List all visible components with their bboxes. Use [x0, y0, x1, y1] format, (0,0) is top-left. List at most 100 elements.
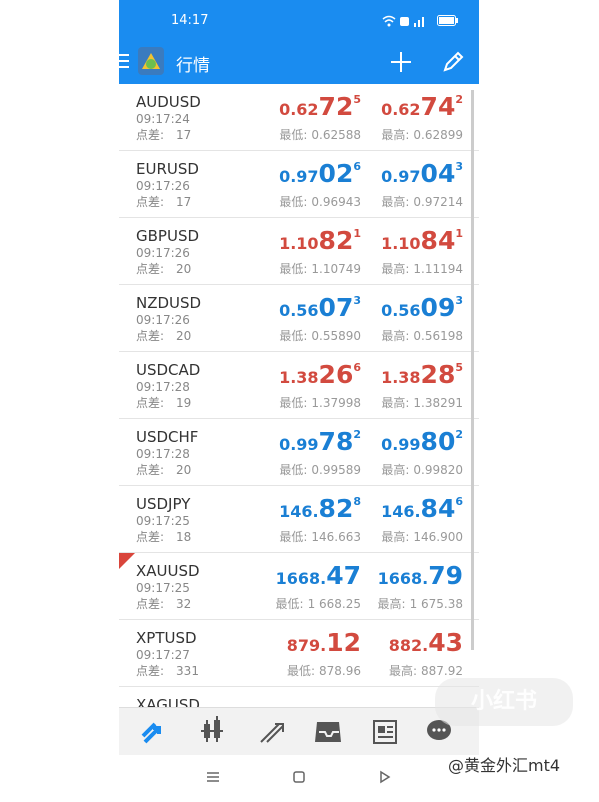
high-info: 最高: 0.62899 [381, 126, 463, 143]
low-label: 最低: [279, 262, 308, 276]
high-info: 最高: 146.900 [381, 528, 463, 545]
ask-price: 882.43 [389, 628, 463, 657]
ask-price: 1.10841 [381, 226, 463, 255]
quote-row[interactable]: USDJPY 09:17:25 点差: 18 146.828 146.846 最低: 146.… [119, 486, 479, 553]
high-info: 最高: 1.11194 [381, 260, 463, 277]
price-big: 47 [326, 561, 361, 590]
high-label: 最高: [388, 664, 417, 678]
quote-row[interactable]: USDCAD 09:17:28 点差: 19 1.38266 1.38285 最低: 1.37… [119, 352, 479, 419]
scrollbar [471, 90, 474, 650]
quote-time: 09:17:28 [136, 380, 190, 394]
quote-row[interactable]: USDCHF 09:17:28 点差: 20 0.99782 0.99802 最低: 0.99… [119, 419, 479, 486]
price-sup: 2 [455, 93, 463, 106]
low-value: 0.96943 [311, 195, 361, 209]
price-head: 0.99 [279, 435, 319, 454]
high-label: 最高: [381, 329, 410, 343]
price-sup: 6 [455, 495, 463, 508]
low-label: 最低: [279, 530, 308, 544]
high-label: 最高: [381, 262, 410, 276]
high-info: 最高: 887.92 [389, 662, 463, 679]
price-big: 82 [318, 226, 354, 255]
bid-price: 1668.47 [276, 561, 361, 590]
spread-label: 点差: [136, 664, 165, 678]
bottom-nav [119, 707, 479, 755]
low-info: 最低: 146.663 [279, 528, 361, 545]
spread-value: 32 [176, 597, 192, 611]
bid-price: 879.12 [287, 628, 361, 657]
nav-chart[interactable] [201, 716, 223, 742]
nav-history[interactable] [315, 722, 341, 742]
high-info: 最高: 1 675.38 [378, 595, 463, 612]
high-info: 最高: 0.99820 [381, 461, 463, 478]
high-info: 最高: 0.56198 [381, 327, 463, 344]
header-title: 行情 [176, 56, 210, 76]
low-value: 0.55890 [311, 329, 361, 343]
quote-time: 09:17:26 [136, 246, 190, 260]
price-sup: 6 [353, 361, 361, 374]
quote-row[interactable]: GBPUSD 09:17:26 点差: 20 1.10821 1.10841 最低: 1.10… [119, 218, 479, 285]
price-head: 0.97 [279, 167, 319, 186]
spread: 点差: 19 [136, 394, 191, 411]
quote-time: 09:17:25 [136, 581, 190, 595]
row-marker [119, 553, 135, 569]
high-value: 0.56198 [413, 329, 463, 343]
ask-price: 0.97043 [381, 159, 463, 188]
status-time: 14:17 [171, 13, 209, 28]
watermark-user: @黄金外汇mt4 [448, 756, 561, 775]
quote-row[interactable]: XPTUSD 09:17:27 点差: 331 879.12 882.43 最低: 878.9… [119, 620, 479, 687]
low-label: 最低: [275, 597, 304, 611]
quote-row[interactable]: XAUUSD 09:17:25 点差: 32 1668.47 1668.79 最低: 1 66… [119, 553, 479, 620]
high-value: 1 675.38 [409, 597, 463, 611]
system-nav-icons [207, 770, 391, 784]
price-big: 84 [420, 226, 456, 255]
high-label: 最高: [381, 463, 410, 477]
price-big: 43 [428, 628, 463, 657]
spread-label: 点差: [136, 530, 165, 544]
nav-trade[interactable] [260, 723, 284, 743]
price-sup: 3 [353, 294, 361, 307]
watermark-logo: 小红书 [435, 678, 573, 726]
low-value: 878.96 [319, 664, 361, 678]
price-head: 0.62 [381, 100, 421, 119]
low-value: 1.37998 [311, 396, 361, 410]
ask-price: 1.38285 [381, 360, 463, 389]
nav-news[interactable] [373, 720, 397, 744]
bid-price: 1.10821 [279, 226, 361, 255]
price-sup: 6 [353, 160, 361, 173]
price-big: 74 [420, 92, 456, 121]
high-info: 最高: 1.38291 [381, 394, 463, 411]
price-head: 882. [388, 636, 429, 655]
symbol: USDJPY [136, 495, 191, 513]
price-sup: 1 [353, 227, 361, 240]
bid-price: 146.828 [279, 494, 361, 523]
quote-row[interactable]: AUDUSD 09:17:24 点差: 17 0.62725 0.62742 最低: 0.62… [119, 84, 479, 151]
price-head: 1.38 [279, 368, 319, 387]
price-sup: 2 [353, 428, 361, 441]
quote-row[interactable]: NZDUSD 09:17:26 点差: 20 0.56073 0.56093 最低: 0.55… [119, 285, 479, 352]
symbol: XAGUSD [136, 696, 200, 707]
menu-button[interactable] [119, 53, 131, 69]
add-button[interactable] [389, 50, 413, 74]
price-sup: 3 [455, 160, 463, 173]
nav-chat[interactable] [427, 720, 451, 740]
spread-label: 点差: [136, 329, 165, 343]
price-sup: 5 [455, 361, 463, 374]
high-value: 0.62899 [413, 128, 463, 142]
spread: 点差: 20 [136, 461, 191, 478]
spread-value: 20 [176, 329, 192, 343]
spread: 点差: 18 [136, 528, 191, 545]
nav-quotes[interactable] [141, 722, 161, 744]
price-sup: 1 [455, 227, 463, 240]
low-info: 最低: 1 668.25 [276, 595, 361, 612]
price-big: 80 [420, 427, 456, 456]
spread-value: 17 [176, 195, 192, 209]
high-value: 0.99820 [413, 463, 463, 477]
quote-row[interactable]: XAGUSD [119, 687, 479, 707]
low-info: 最低: 0.62588 [279, 126, 361, 143]
price-sup: 3 [455, 294, 463, 307]
edit-button[interactable] [441, 50, 465, 74]
high-label: 最高: [381, 195, 410, 209]
high-value: 887.92 [421, 664, 463, 678]
status-icons [382, 15, 424, 27]
quote-row[interactable]: EURUSD 09:17:26 点差: 17 0.97026 0.97043 最低: 0.96… [119, 151, 479, 218]
